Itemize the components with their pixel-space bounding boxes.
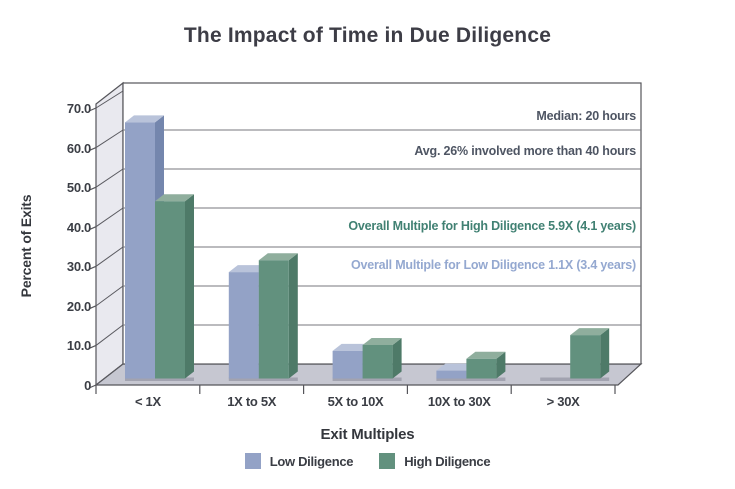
wall-gridline [95,285,124,307]
y-tick-label: 30.0 [66,259,91,275]
wall-gridline [95,246,124,267]
bar-top-low-diligence [436,363,476,371]
x-category-label: 10X to 30X [427,394,491,409]
y-tick-label: 20.0 [66,298,91,314]
bar-high-diligence [466,358,497,379]
wall-gridline [95,207,124,228]
bar-low-diligence [332,350,363,379]
y-tick-mark [88,147,97,152]
y-tick-mark [88,344,97,349]
legend-item-low-diligence: Low Diligence [244,453,354,469]
y-tick-mark [88,186,97,191]
annotation-average-hours: Avg. 26% involved more than 40 hours [414,144,636,158]
bar-high-diligence [258,260,289,379]
bars [125,115,610,381]
y-tick-mark [88,226,97,231]
annotation-median: Median: 20 hours [536,109,636,123]
y-tick-label: 50.0 [66,180,91,196]
y-tick-label: 0 [84,378,91,393]
annotation-low-diligence-multiple: Overall Multiple for Low Diligence 1.1X … [350,258,636,272]
left-wall [95,81,124,387]
y-tick-label: 10.0 [66,338,91,354]
legend-label-high-diligence: High Diligence [404,453,491,469]
y-tick-label: 40.0 [66,219,91,235]
y-tick-label: 60.0 [66,140,91,156]
bar-high-diligence [570,335,601,379]
bar-top-high-diligence [466,351,506,359]
x-category-label: > 30X [546,394,580,409]
wall-gridline [95,363,124,386]
x-category-label: < 1X [134,394,161,409]
y-tick-mark [88,107,97,112]
bar-top-high-diligence [362,338,402,346]
y-tick-mark [88,265,97,270]
bar-top-low-diligence [228,265,268,273]
wall-gridline [95,168,124,188]
bar-low-diligence [125,122,155,379]
bar-top-high-diligence [155,194,194,202]
bar-top-high-diligence [570,328,610,336]
x-category-label: 1X to 5X [227,394,277,409]
y-tick-mark [88,305,97,310]
x-axis-title: Exit Multiples [320,426,415,443]
gridlines [95,90,641,386]
bar-side-high-diligence [496,351,506,379]
bar-side-high-diligence [600,328,610,379]
bar-side-high-diligence [392,338,402,379]
bar-low-diligence [436,370,467,379]
bar-top-low-diligence [125,115,164,123]
legend-swatch-high-diligence [379,453,396,469]
y-tick-label: 70.0 [66,101,91,116]
legend-label-low-diligence: Low Diligence [269,453,354,469]
annotation-high-diligence-multiple: Overall Multiple for High Diligence 5.9X… [348,219,636,233]
wall-gridline [95,90,124,109]
page-title: The Impact of Time in Due Diligence [183,24,552,47]
bar-low-diligence [228,272,259,379]
legend: Low Diligence High Diligence [0,453,735,469]
bar-high-diligence [362,345,393,379]
wall-gridline [95,129,124,148]
legend-swatch-low-diligence [244,453,261,469]
bar-side-high-diligence [288,253,298,379]
y-axis-title: Percent of Exits [18,194,34,298]
bar-top-high-diligence [258,253,298,261]
bar-top-low-diligence [332,343,372,351]
axis-ticks [88,107,616,394]
bar-side-high-diligence [185,194,194,379]
legend-item-high-diligence: High Diligence [379,453,491,469]
y-tick-mark [88,384,97,389]
bar-high-diligence [155,201,185,379]
x-category-label: 5X to 10X [327,394,384,409]
wall-gridline [95,324,124,346]
